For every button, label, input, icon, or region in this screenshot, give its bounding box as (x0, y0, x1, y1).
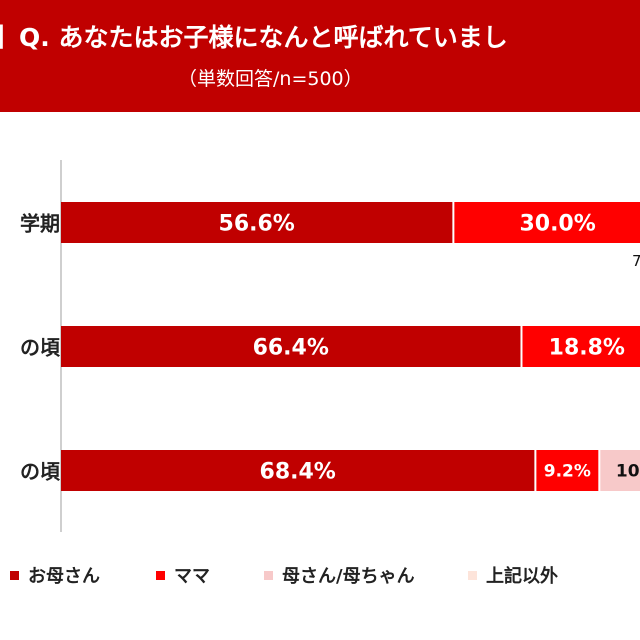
legend-swatch (264, 571, 273, 580)
data-label: 66.4% (253, 335, 329, 360)
annotation-label: 7 (632, 252, 640, 270)
bar-segment (61, 326, 521, 367)
legend-label: お母さん (28, 566, 100, 587)
bar-segment (61, 450, 535, 491)
bar-segment (600, 450, 640, 491)
stacked-bar-chart: 学期 56.6% 30.0% の頃 66.4% 18.8% の頃 68.4% 9.2% 10.8 7 (20, 160, 640, 532)
category-label: の頃 (20, 460, 61, 484)
bar-segment (61, 202, 453, 243)
legend-label: 上記以外 (486, 566, 558, 587)
chart-legend: お母さん ママ 母さん/母ちゃん 上記以外 (0, 560, 640, 590)
bar-segment (536, 450, 599, 491)
legend-swatch (468, 571, 477, 580)
data-label: 9.2% (544, 462, 591, 482)
data-label: 56.6% (219, 211, 295, 236)
data-label: 10.8 (616, 462, 640, 482)
data-label: 68.4% (260, 459, 336, 484)
category-label: の頃 (20, 336, 61, 360)
chart-subtitle: （単数回答/n=500） (178, 68, 363, 90)
chart-header: 】Q. あなたはお子様になんと呼ばれていまし （単数回答/n=500） (0, 0, 640, 112)
chart-title: 】Q. あなたはお子様になんと呼ばれていまし (0, 23, 508, 52)
data-label: 18.8% (549, 335, 625, 360)
legend-swatch (10, 571, 19, 580)
data-label: 30.0% (519, 211, 595, 236)
category-label: 学期 (20, 212, 60, 236)
legend-swatch (156, 571, 165, 580)
bar-segment (454, 202, 640, 243)
legend-label: ママ (174, 566, 210, 587)
legend-label: 母さん/母ちゃん (282, 566, 415, 587)
bar-segment (522, 326, 640, 367)
